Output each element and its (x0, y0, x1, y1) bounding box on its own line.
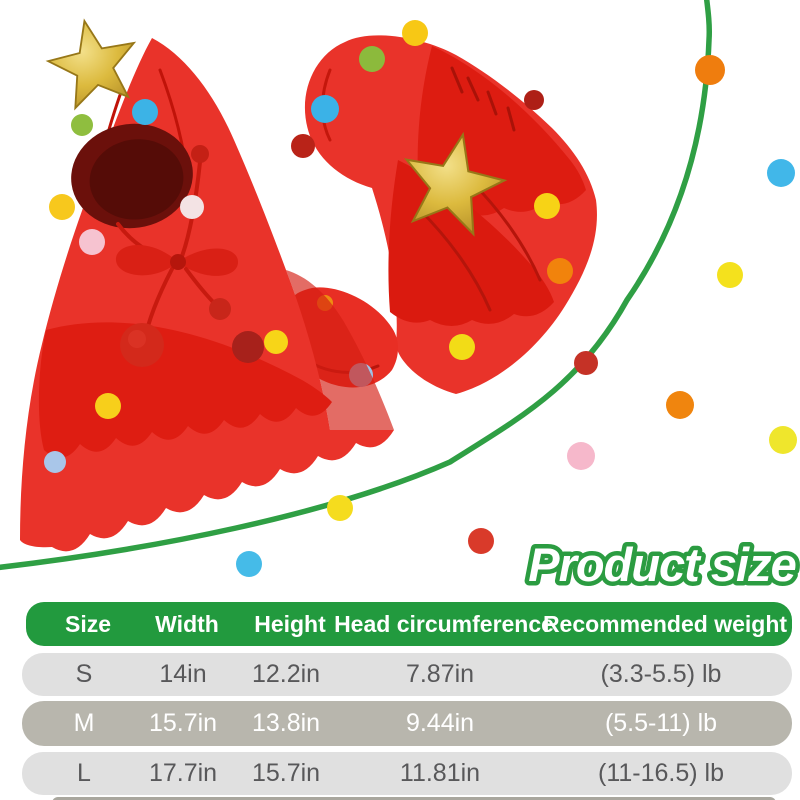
pom (534, 193, 560, 219)
pom-dot (236, 551, 262, 577)
pom (291, 134, 315, 158)
dress-gather-marks (450, 66, 516, 132)
pom (191, 145, 209, 163)
pom-dot (468, 528, 494, 554)
pom (49, 194, 75, 220)
loose-dots (236, 55, 797, 577)
pom-dot (769, 426, 797, 454)
cape-ruffle-tier (38, 322, 333, 458)
cape-side-shade (286, 270, 394, 430)
face-opening (71, 123, 193, 229)
pom (79, 229, 105, 255)
pom-dot (574, 351, 598, 375)
pom (449, 334, 475, 360)
pom (524, 90, 544, 110)
pom (402, 20, 428, 46)
dress-costume (288, 20, 597, 394)
pom (71, 114, 93, 136)
pom (359, 46, 385, 72)
pom-dot (666, 391, 694, 419)
pom (132, 99, 158, 125)
pom-dot (717, 262, 743, 288)
pom-dot (327, 495, 353, 521)
pom (264, 330, 288, 354)
dress-fold-line (418, 208, 492, 312)
page-title: Product size (528, 538, 795, 591)
pom (547, 258, 573, 284)
pom-dot (567, 442, 595, 470)
cape-costume (20, 10, 394, 552)
pom (95, 393, 121, 419)
pom (232, 331, 264, 363)
pom (209, 298, 231, 320)
pom (128, 330, 146, 348)
pom-dot (767, 159, 795, 187)
pom (180, 195, 204, 219)
pom (44, 451, 66, 473)
pom-dot (695, 55, 725, 85)
pom (311, 95, 339, 123)
